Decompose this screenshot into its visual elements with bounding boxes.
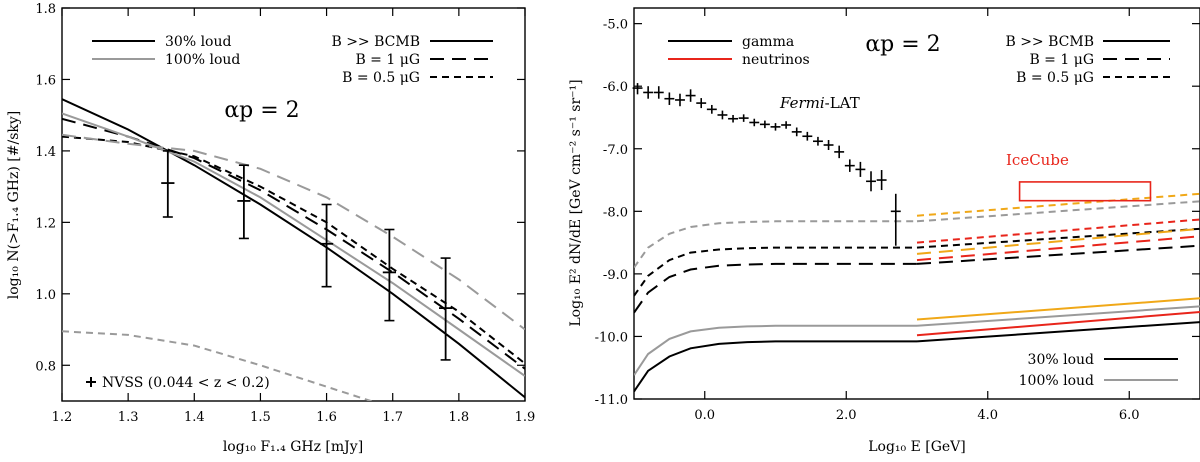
left-curve-0	[62, 98, 525, 399]
left-y-tick-label: 1.4	[35, 145, 56, 160]
right-y-tick-label: -10.0	[595, 330, 628, 345]
icecube-box	[1018, 181, 1152, 202]
right-y-tick-label: -8.0	[603, 205, 628, 220]
gamma-curve-3	[634, 324, 917, 376]
right-x-axis-label: Log₁₀ E [GeV]	[868, 439, 966, 455]
left-alpha-annotation: αp = 2	[224, 98, 299, 123]
right-x-ticks: 0.0 2.0 4.0 6.0	[694, 8, 1140, 423]
icecube-label: IceCube	[1006, 151, 1069, 169]
legend-label-b-1ug: B = 1 μG	[355, 52, 420, 68]
left-y-ticks: 0.8 1.0 1.2 1.4 1.6 1.8	[35, 2, 525, 374]
left-x-tick-label: 1.9	[515, 410, 536, 425]
left-x-tick-label: 1.2	[52, 410, 73, 425]
gamma-curve-1	[634, 262, 917, 314]
neutrino-curve-3	[916, 297, 1200, 321]
right-x-tick-label: 6.0	[1119, 408, 1140, 423]
fermi-label-rest: -LAT	[825, 94, 860, 112]
gamma-curve-9	[916, 200, 1200, 223]
right-y-tick-label: -9.0	[603, 268, 628, 283]
legend-label-b-1ug-right: B = 1 μG	[1029, 52, 1094, 68]
right-curves	[634, 192, 1200, 393]
right-x-tick-label: 4.0	[977, 408, 998, 423]
gamma-curve-4	[634, 220, 917, 269]
legend-label-b-05ug: B = 0.5 μG	[342, 70, 420, 86]
left-x-tick-label: 1.4	[184, 410, 205, 425]
fermi-lat-label: Fermi-LAT	[779, 94, 860, 112]
right-panel: 0.0 2.0 4.0 6.0 -11.0-10.0-9.0-8.0-7.0-6.0-…	[568, 7, 1200, 455]
right-y-tick-label: -5.0	[603, 18, 628, 33]
left-x-ticks: 1.2 1.3 1.4 1.5 1.6 1.7 1.8 1.9	[52, 8, 536, 425]
gamma-curve-8	[916, 305, 1200, 327]
legend-label-neutrinos: neutrinos	[742, 52, 810, 68]
left-x-axis-label: log₁₀ F₁.₄ GHz [mJy]	[223, 439, 363, 455]
left-panel: 1.2 1.3 1.4 1.5 1.6 1.7 1.8 1.9 0.8 1.0 1.2 1.4 1.6…	[6, 2, 535, 455]
right-x-tick-label: 2.0	[836, 408, 857, 423]
nvss-label: NVSS (0.044 < z < 0.2)	[102, 375, 270, 391]
left-curve-4	[62, 133, 525, 331]
legend-label-b-cmb-right: B >> BCMB	[1005, 34, 1094, 50]
left-y-tick-label: 1.2	[35, 216, 56, 231]
left-curve-3	[62, 112, 525, 377]
left-curves	[62, 98, 525, 401]
left-y-axis-label: log₁₀ N(>F₁.₄ GHz) [#/sky]	[6, 111, 22, 299]
gamma-curve-6	[916, 244, 1200, 265]
legend-label-100-loud-right: 100% loud	[1019, 373, 1094, 389]
left-x-tick-label: 1.8	[449, 410, 470, 425]
left-curve-1	[62, 117, 525, 370]
neutrino-curve-0	[916, 311, 1200, 337]
legend-label-b-05ug-right: B = 0.5 μG	[1016, 70, 1094, 86]
neutrino-curve-4	[916, 227, 1200, 255]
legend-label-100-loud: 100% loud	[165, 52, 240, 68]
gamma-curve-0	[634, 340, 917, 393]
gamma-curve-5	[916, 321, 1200, 343]
legend-label-gamma: gamma	[742, 34, 794, 50]
left-x-tick-label: 1.6	[316, 410, 337, 425]
right-y-axis-label: Log₁₀ E² dN/dE [GeV cm⁻² s⁻¹ sr⁻¹]	[568, 79, 584, 326]
right-y-tick-label: -7.0	[603, 143, 628, 158]
right-x-tick-label: 0.0	[694, 408, 715, 423]
left-curve-5	[62, 330, 375, 401]
left-x-tick-label: 1.3	[118, 410, 139, 425]
left-plot-frame	[61, 7, 526, 402]
left-x-tick-label: 1.5	[250, 410, 271, 425]
right-y-ticks: -11.0 -10.0 -9.0 -8.0 -7.0 -6.0 -5.0	[595, 18, 1200, 408]
left-y-tick-label: 1.6	[35, 73, 56, 88]
left-x-tick-label: 1.7	[382, 410, 403, 425]
right-plot-frame	[633, 7, 1200, 400]
right-y-tick-label: -11.0	[595, 393, 628, 408]
neutrino-curve-1	[916, 235, 1200, 262]
left-y-tick-label: 1.0	[35, 288, 56, 303]
legend-label-30-loud-right: 30% loud	[1028, 352, 1094, 368]
right-alpha-annotation: αp = 2	[865, 32, 940, 57]
left-y-tick-label: 0.8	[35, 359, 56, 374]
gamma-curve-2	[634, 246, 917, 297]
fermi-label-italic: Fermi	[779, 94, 825, 112]
right-y-tick-label: -6.0	[603, 80, 628, 95]
left-nvss-points	[161, 150, 453, 361]
legend-label-30-loud: 30% loud	[165, 34, 231, 50]
right-fermi-points	[632, 83, 901, 246]
left-y-tick-label: 1.8	[35, 2, 56, 17]
legend-label-b-cmb: B >> BCMB	[331, 34, 420, 50]
left-curve-2	[62, 135, 525, 365]
